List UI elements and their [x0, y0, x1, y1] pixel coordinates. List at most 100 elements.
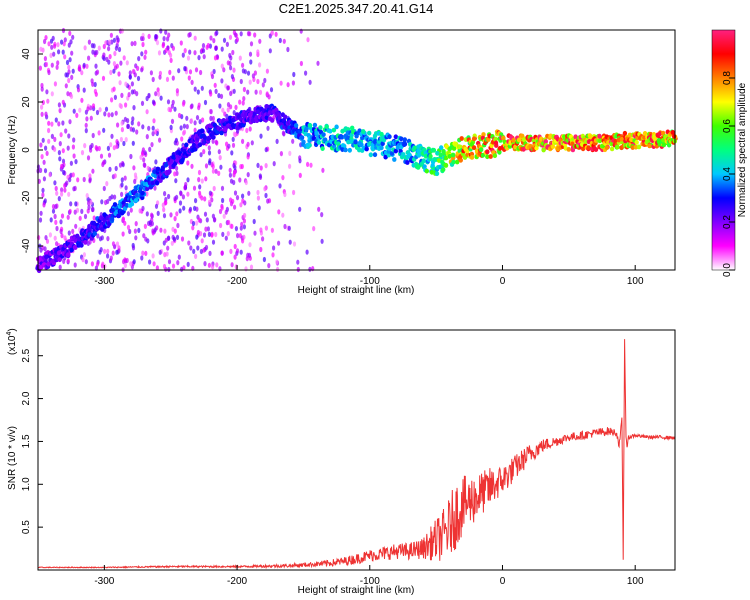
spectrogram-noise-cell [241, 63, 244, 68]
snr-frame [38, 330, 675, 570]
spectrogram-ridge-cell [116, 214, 120, 219]
spectrogram-ridge-cell [308, 123, 312, 128]
spectrogram-noise-cell [168, 70, 171, 75]
spectrogram-noise-cell [84, 214, 87, 219]
spectrogram-noise-cell [194, 254, 197, 259]
colorbar-tick-label: 0.4 [722, 167, 733, 181]
spectrogram-noise-cell [231, 74, 234, 79]
spectrogram-noise-cell [96, 70, 99, 75]
spectrogram-noise-cell [56, 42, 59, 47]
spectrogram-ridge-cell [373, 152, 377, 157]
spectrogram-noise-cell [259, 90, 262, 95]
spectrogram-noise-cell [62, 259, 65, 264]
spectrogram-noise-cell [245, 128, 248, 133]
spectrogram-noise-cell [292, 190, 295, 195]
spectrogram-noise-cell [81, 257, 84, 262]
spectrogram-noise-cell [119, 61, 122, 66]
spectrogram-noise-cell [51, 134, 54, 139]
spectrogram-noise-cell [253, 231, 256, 236]
spectrogram-noise-cell [250, 265, 253, 270]
spectrogram-noise-cell [240, 250, 243, 255]
spectrogram-noise-cell [212, 38, 215, 43]
spectrogram-noise-cell [312, 226, 315, 231]
snr-y-tick-label: 1.5 [21, 434, 32, 448]
colorbar-label: Normalized spectral amplitude [737, 82, 748, 217]
spectrogram-noise-cell [259, 173, 262, 178]
spectrogram-noise-cell [158, 138, 161, 143]
spectrogram-noise-cell [205, 245, 208, 250]
spectrogram-noise-cell [72, 172, 75, 177]
spectrogram-noise-cell [127, 211, 130, 216]
spectrogram-noise-cell [288, 151, 291, 156]
spectrogram-noise-cell [131, 89, 134, 94]
spectrogram-noise-cell [98, 130, 101, 135]
spectrogram-noise-cell [151, 228, 154, 233]
spectrogram-noise-cell [103, 111, 106, 116]
spectrogram-noise-cell [117, 71, 120, 76]
spectrogram-noise-cell [271, 228, 274, 233]
spectrogram-noise-cell [219, 223, 222, 228]
spectrogram-noise-cell [55, 226, 58, 231]
snr-y-ticks: 0.51.01.52.02.5 [21, 348, 43, 534]
spectrogram-noise-cell [266, 69, 269, 74]
spectrogram-ridge-cell [672, 134, 676, 139]
spectrogram-ridge-cell [283, 115, 287, 120]
spectrogram-noise-cell [53, 147, 56, 152]
spectrogram-noise-cell [190, 104, 193, 109]
spectrogram-noise-cell [102, 52, 105, 57]
spectrogram-noise-cell [226, 85, 229, 90]
spectrogram-noise-cell [277, 241, 280, 246]
spectrogram-noise-cell [189, 207, 192, 212]
spectrogram-noise-cell [167, 99, 170, 104]
spectrogram-noise-cell [270, 87, 273, 92]
spectrogram-noise-cell [139, 208, 142, 213]
spectrogram-noise-cell [281, 213, 284, 218]
spectrogram-noise-cell [143, 162, 146, 167]
spectrogram-noise-cell [159, 250, 162, 255]
spectrogram-noise-cell [47, 70, 50, 75]
spectrogram-noise-cell [238, 177, 241, 182]
spectrogram-noise-cell [280, 81, 283, 86]
spectrogram-noise-cell [195, 235, 198, 240]
spectrogram-noise-cell [52, 52, 55, 57]
spectrogram-noise-cell [54, 81, 57, 86]
spectrogram-noise-cell [256, 49, 259, 54]
spectrogram-noise-cell [230, 150, 233, 155]
spectrogram-noise-cell [209, 35, 212, 40]
spectrogram-noise-cell [129, 75, 132, 80]
spectrogram-noise-cell [60, 229, 63, 234]
spectrogram-noise-cell [262, 82, 265, 87]
spectrogram-noise-cell [265, 226, 268, 231]
spectrogram-noise-cell [179, 208, 182, 213]
spectrogram-noise-cell [125, 185, 128, 190]
spectrogram-noise-cell [131, 81, 134, 86]
spectrogram-noise-cell [66, 60, 69, 65]
spectrogram-noise-cell [120, 137, 123, 142]
spectrogram-noise-cell [98, 250, 101, 255]
spectrogram-noise-cell [141, 101, 144, 106]
spectrogram-noise-cell [101, 235, 104, 240]
spectrogram-noise-cell [126, 258, 129, 263]
spectrogram-ridge-cell [318, 125, 322, 130]
spectrogram-noise-cell [221, 198, 224, 203]
spectrogram-noise-cell [240, 31, 243, 36]
spectrogram-noise-cell [252, 73, 255, 78]
spectrogram-noise-cell [185, 116, 188, 121]
spectrogram-noise-cell [180, 40, 183, 45]
snr-y-tick-label: 2.0 [21, 391, 32, 405]
spectrogram-noise-cell [277, 209, 280, 214]
spectrogram-noise-cell [209, 191, 212, 196]
spectrogram-noise-cell [41, 192, 44, 197]
spectrogram-panel: -300 -200 -100 0 100 -40-2002040 Height of s… [7, 28, 678, 296]
spectrogram-noise-cell [316, 61, 319, 66]
spectrogram-noise-cell [147, 166, 150, 171]
spectrogram-noise-cell [49, 232, 52, 237]
spectrogram-noise-cell [84, 45, 87, 50]
spectrogram-noise-cell [229, 91, 232, 96]
spectrogram-noise-cell [59, 141, 62, 146]
snr-x-axis-label: Height of straight line (km) [298, 585, 415, 596]
spectrogram-noise-cell [167, 107, 170, 112]
spectrogram-noise-cell [53, 180, 56, 185]
spectrogram-ridge-cell [479, 147, 483, 152]
spectrogram-noise-cell [110, 97, 113, 102]
